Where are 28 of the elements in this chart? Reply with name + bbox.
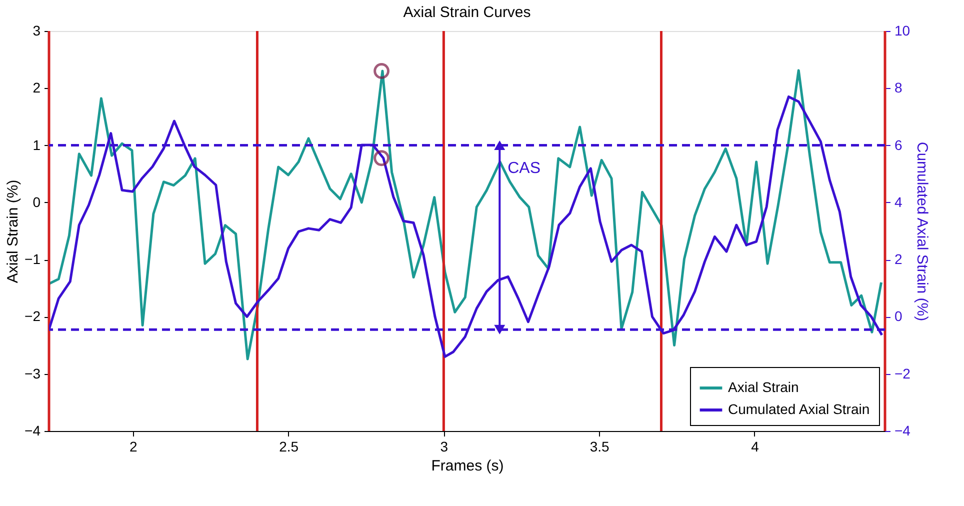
- y-tick-label: 3: [32, 22, 41, 38]
- y2-tick-label: −2: [894, 365, 911, 382]
- y-axis-title: Axial Strain (%): [4, 180, 22, 284]
- x-tick-label: 2.5: [279, 438, 299, 454]
- y2-tick-label: 2: [894, 251, 902, 268]
- x-tick-label: 3.5: [590, 438, 610, 454]
- annotation: CAS: [508, 160, 541, 178]
- legend-label: Cumulated Axial Strain: [728, 401, 870, 417]
- y-tick-label: 2: [32, 80, 41, 96]
- chart-title: Axial Strain Curves: [403, 4, 531, 21]
- y-tick-label: 0: [32, 194, 41, 210]
- y-tick-label: −4: [24, 422, 41, 438]
- y2-axis-title: Cumulated Axial Strain (%): [913, 142, 930, 322]
- x-axis-title: Frames (s): [431, 458, 504, 474]
- y2-tick-label: 0: [894, 308, 902, 324]
- y-tick-label: −2: [24, 308, 41, 324]
- legend-label: Axial Strain: [728, 379, 799, 395]
- y-tick-label: −3: [24, 365, 41, 382]
- y-tick-label: 1: [32, 136, 41, 153]
- y-tick-label: −1: [24, 251, 41, 268]
- y2-tick-label: −4: [894, 422, 911, 438]
- y2-tick-label: 8: [894, 80, 902, 96]
- x-tick-label: 3: [440, 438, 448, 454]
- x-tick-label: 2: [130, 438, 138, 454]
- y2-tick-label: 4: [894, 194, 902, 210]
- x-tick-label: 4: [751, 438, 760, 454]
- y2-tick-label: 10: [894, 22, 910, 38]
- y2-tick-label: 6: [894, 136, 902, 153]
